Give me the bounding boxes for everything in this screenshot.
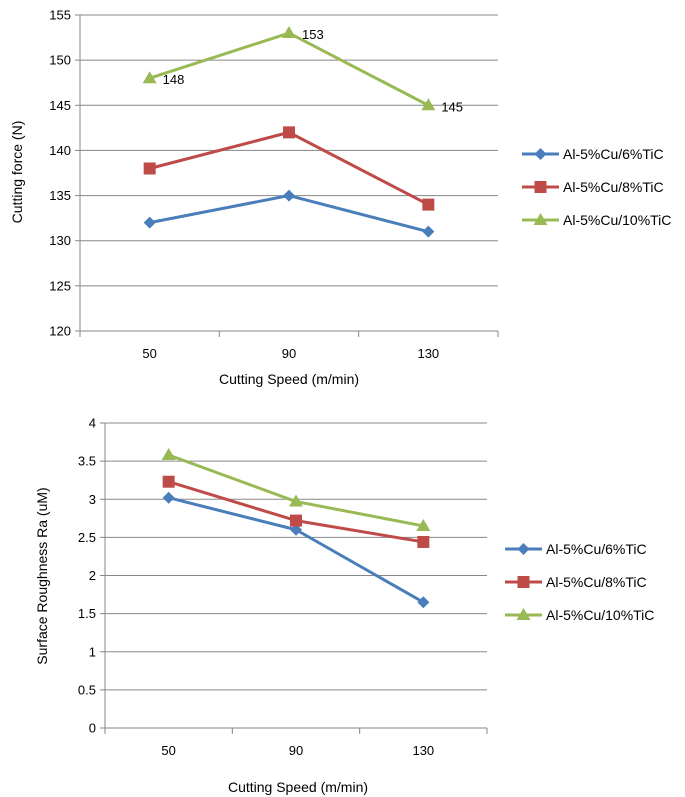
series-al-5-cu-10-tic	[161, 448, 431, 531]
legend-label: Al-5%Cu/6%TiC	[563, 146, 664, 162]
y-tick-label: 135	[49, 188, 71, 203]
legend-entry-al-5-cu-6-tic: Al-5%Cu/6%TiC	[505, 541, 647, 557]
data-point	[283, 189, 295, 202]
surface-roughness-x-axis-title: Cutting Speed (m/min)	[228, 779, 368, 795]
legend-entry-al-5-cu-8-tic: Al-5%Cu/8%TiC	[522, 179, 664, 195]
legend-marker	[517, 543, 530, 555]
data-point	[290, 523, 302, 536]
data-label: 148	[163, 72, 185, 87]
y-tick-label: 130	[49, 233, 71, 248]
x-tick-label: 130	[417, 346, 439, 361]
y-tick-label: 125	[49, 278, 71, 293]
x-tick-label: 90	[289, 743, 303, 758]
y-tick-label: 4	[89, 416, 96, 431]
series-line	[168, 496, 425, 604]
surface-roughness-gridlines	[105, 422, 487, 729]
surface-roughness-series	[161, 448, 431, 609]
data-point	[290, 514, 302, 527]
data-point	[422, 198, 435, 211]
cutting-force-y-axis-title: Cutting force (N)	[9, 121, 25, 224]
data-point	[421, 98, 436, 111]
legend-label: Al-5%Cu/10%TiC	[563, 212, 671, 228]
legend-entry-al-5-cu-10-tic: Al-5%Cu/10%TiC	[505, 607, 654, 623]
data-point	[142, 71, 157, 84]
cutting-force-gridlines	[80, 14, 498, 332]
cutting-force-x-ticks: 50 90 130	[79, 331, 499, 361]
series-al-5-cu-6-tic	[143, 189, 435, 238]
y-tick-label: 2.5	[78, 530, 96, 545]
legend-label: Al-5%Cu/8%TiC	[563, 179, 664, 195]
series-al-5-cu-8-tic	[162, 475, 430, 548]
data-point	[162, 491, 175, 504]
data-point	[283, 126, 295, 139]
data-label: 145	[441, 99, 463, 114]
cutting-force-legend: Al-5%Cu/6%TiC Al-5%Cu/8%TiC Al-5%Cu/10%TiC	[522, 146, 671, 228]
surface-roughness-y-ticks: 0 0.5 1 1.5 2 2.5 3 3.5 4	[78, 416, 105, 736]
x-tick-label: 90	[282, 346, 296, 361]
data-point	[416, 518, 431, 531]
data-point	[282, 26, 296, 39]
data-point	[143, 216, 156, 229]
data-point	[143, 162, 156, 175]
legend-marker	[533, 213, 548, 225]
surface-roughness-y-axis-title: Surface Roughness Ra (uM)	[34, 487, 50, 664]
y-tick-label: 3.5	[78, 454, 96, 469]
y-tick-label: 140	[49, 143, 71, 158]
legend-entry-al-5-cu-10-tic: Al-5%Cu/10%TiC	[522, 212, 671, 228]
y-tick-label: 1	[89, 644, 96, 659]
data-point	[289, 494, 303, 507]
legend-entry-al-5-cu-8-tic: Al-5%Cu/8%TiC	[505, 574, 647, 590]
cutting-force-x-axis-title: Cutting Speed (m/min)	[219, 371, 359, 387]
series-al-5-cu-6-tic	[162, 491, 430, 609]
surface-roughness-x-ticks: 50 90 130	[104, 728, 488, 758]
x-tick-label: 50	[161, 743, 175, 758]
y-tick-label: 1.5	[78, 606, 96, 621]
surface-roughness-legend: Al-5%Cu/6%TiC Al-5%Cu/8%TiC Al-5%Cu/10%TiC	[505, 541, 654, 623]
surface-roughness-chart: 0 0.5 1 1.5 2 2.5 3 3.5 4 50 90 130 Cutting Speed …	[34, 416, 654, 796]
legend-label: Al-5%Cu/6%TiC	[546, 541, 647, 557]
data-point	[162, 475, 175, 488]
series-al-5-cu-8-tic	[143, 126, 435, 211]
y-tick-label: 150	[49, 53, 71, 68]
data-point	[161, 448, 176, 461]
data-point	[417, 535, 430, 548]
legend-marker	[516, 608, 531, 620]
data-point	[422, 225, 435, 238]
data-point	[417, 596, 430, 609]
legend-label: Al-5%Cu/8%TiC	[546, 574, 647, 590]
legend-marker	[534, 148, 547, 160]
y-tick-label: 155	[49, 8, 71, 23]
x-tick-label: 50	[142, 346, 156, 361]
cutting-force-data-labels: 148 153 145	[163, 27, 463, 114]
cutting-force-axes	[79, 15, 498, 332]
y-tick-label: 120	[49, 324, 71, 339]
cutting-force-series	[142, 26, 436, 238]
y-tick-label: 2	[89, 568, 96, 583]
cutting-force-y-ticks: 120 125 130 135 140 145 150 155	[49, 8, 80, 339]
x-tick-label: 130	[412, 743, 434, 758]
y-tick-label: 0.5	[78, 682, 96, 697]
y-tick-label: 0	[89, 721, 96, 736]
legend-label: Al-5%Cu/10%TiC	[546, 607, 654, 623]
legend-marker	[517, 576, 530, 588]
series-al-5-cu-10-tic	[142, 26, 436, 111]
legend-marker	[534, 181, 547, 193]
data-label: 153	[302, 27, 324, 42]
y-tick-label: 145	[49, 98, 71, 113]
legend-entry-al-5-cu-6-tic: Al-5%Cu/6%TiC	[522, 146, 664, 162]
y-tick-label: 3	[89, 492, 96, 507]
series-line	[149, 31, 430, 107]
